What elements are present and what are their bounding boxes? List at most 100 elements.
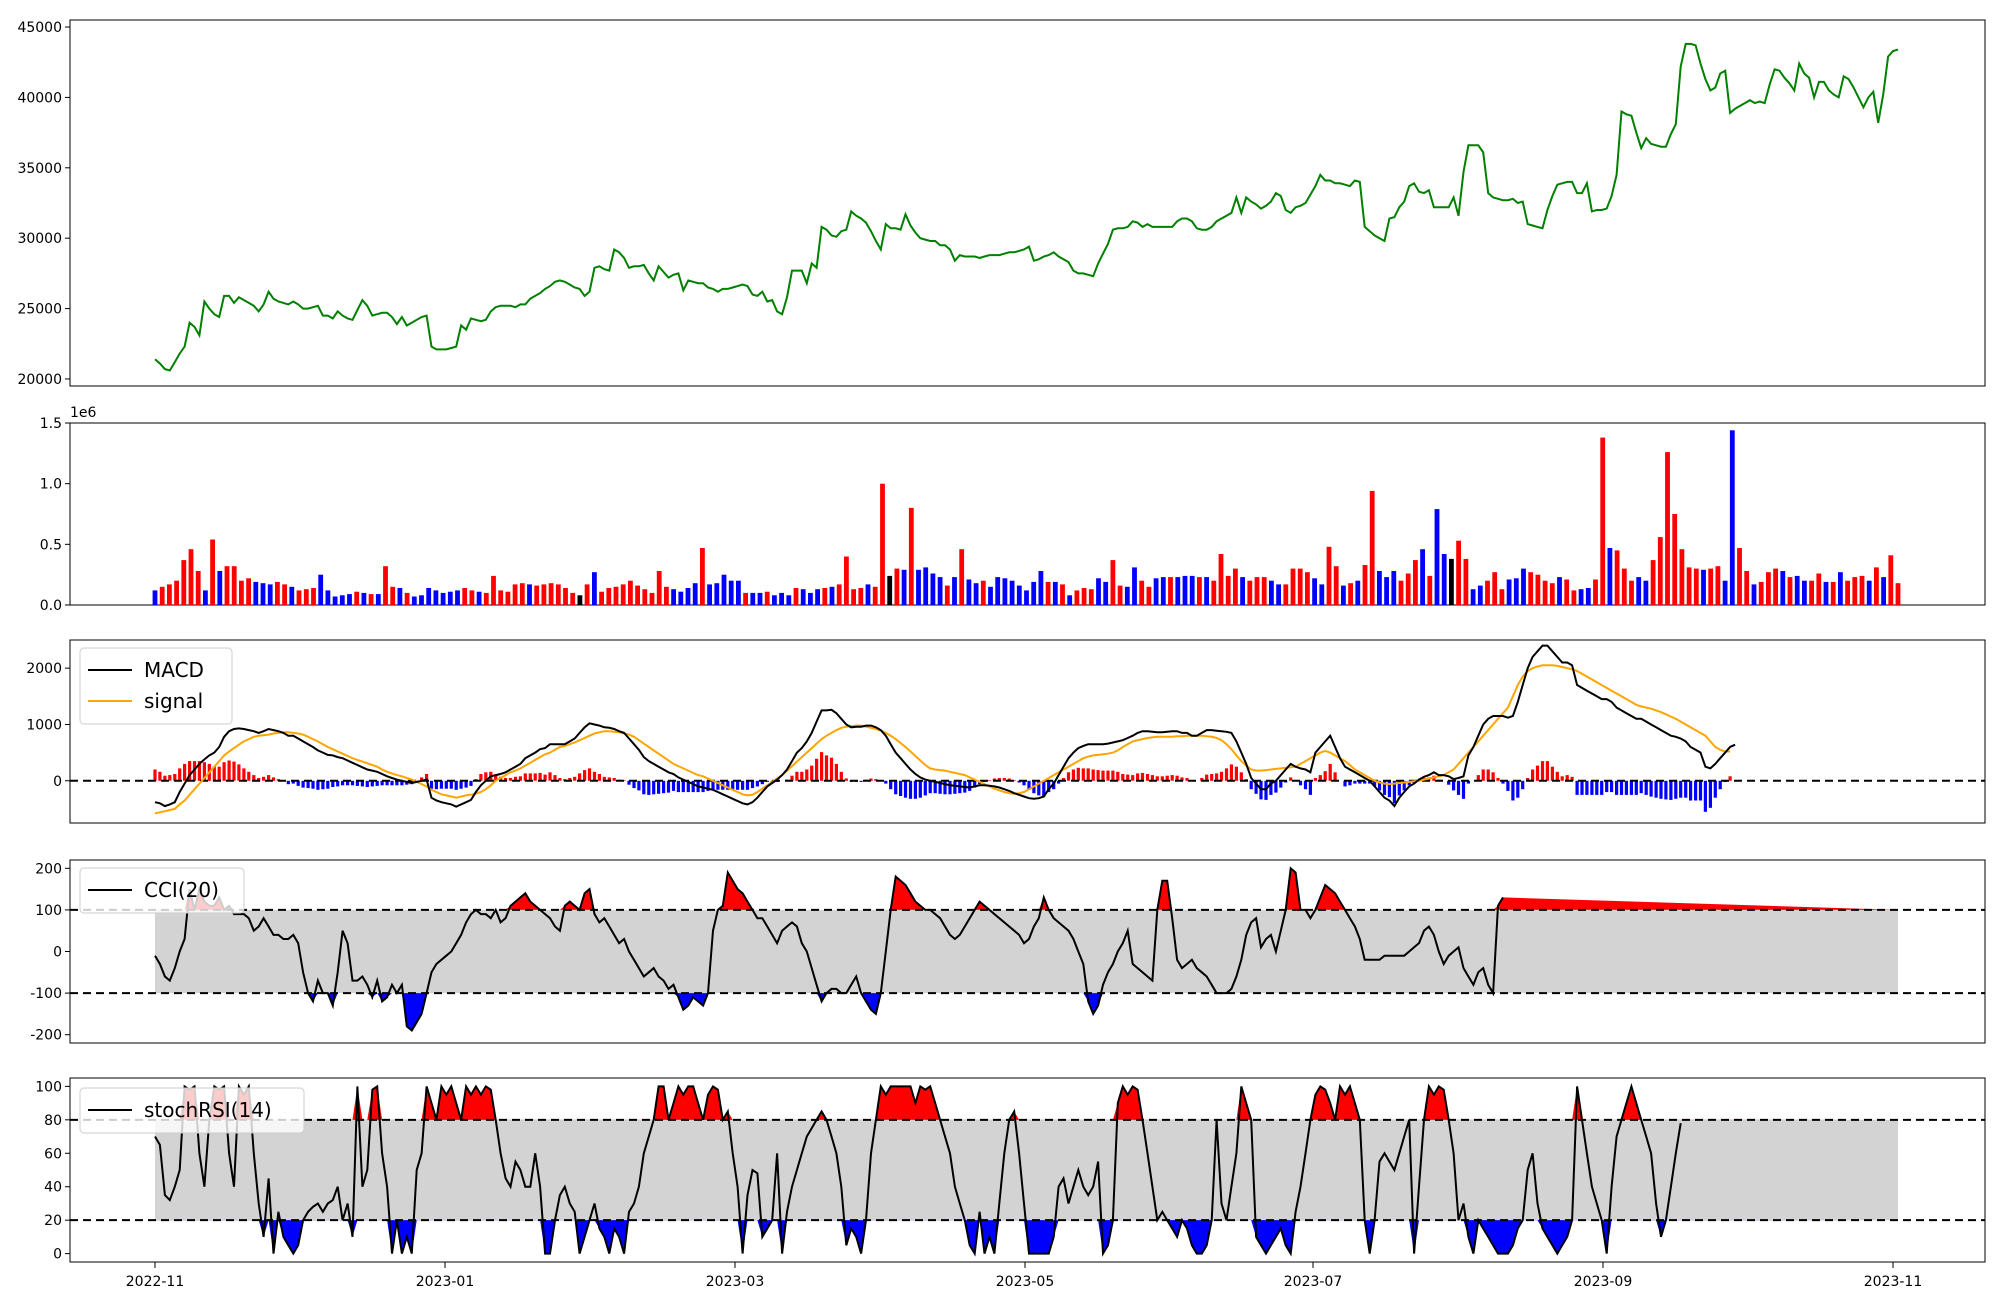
macd-histogram-bar xyxy=(1170,775,1174,781)
volume-bar xyxy=(1614,550,1620,605)
macd-histogram-bar xyxy=(691,780,695,793)
macd-histogram-bar xyxy=(271,777,276,781)
volume-bar xyxy=(347,594,352,605)
volume-bar xyxy=(908,507,914,605)
macd-histogram-bar xyxy=(494,775,498,781)
macd-histogram-bar xyxy=(968,780,972,791)
macd-histogram-bar xyxy=(943,780,947,795)
volume-bar xyxy=(1866,580,1872,605)
macd-histogram-bar xyxy=(183,763,187,781)
macd-histogram-bar xyxy=(291,780,295,784)
volume-bar xyxy=(1636,577,1642,605)
macd-histogram-bar xyxy=(508,778,513,781)
volume-bar xyxy=(1744,571,1750,605)
macd-histogram-bar xyxy=(671,780,676,791)
macd-histogram-bar xyxy=(1659,780,1663,799)
volume-bar xyxy=(1557,577,1562,605)
volume-bar xyxy=(1766,572,1771,605)
volume-bar xyxy=(1002,578,1008,605)
volume-bar xyxy=(1593,579,1598,605)
legend-label: stochRSI(14) xyxy=(144,1098,272,1122)
macd-histogram-bar xyxy=(1224,768,1229,781)
volume-bar xyxy=(1060,584,1065,605)
macd-histogram-bar xyxy=(1728,776,1732,781)
volume-bar xyxy=(1233,568,1238,605)
volume-bar xyxy=(714,583,720,605)
macd-histogram-bar xyxy=(706,780,710,791)
volume-bar xyxy=(1405,573,1411,605)
macd-histogram-bar xyxy=(1545,761,1549,781)
volume-bar xyxy=(217,571,223,605)
volume-bar xyxy=(700,548,705,605)
macd-histogram-bar xyxy=(795,771,799,781)
volume-bar xyxy=(1737,548,1742,605)
macd-histogram-bar xyxy=(1392,780,1396,804)
signal-line xyxy=(154,664,1731,815)
macd-histogram-bar xyxy=(908,780,913,799)
macd-histogram-bar xyxy=(736,780,740,790)
macd-histogram-bar xyxy=(267,775,271,781)
y-tick-label: 1000 xyxy=(26,717,62,733)
macd-histogram-bar xyxy=(1165,775,1169,781)
volume-bar xyxy=(476,591,482,605)
macd-histogram-bar xyxy=(1496,778,1500,781)
macd-histogram-bar xyxy=(484,772,488,781)
macd-histogram-bar xyxy=(212,766,216,781)
volume-bar xyxy=(1297,568,1303,605)
legend-label: CCI(20) xyxy=(144,878,219,902)
macd-histogram-bar xyxy=(701,780,705,793)
y-tick-label: 0 xyxy=(53,945,62,961)
macd-histogram-bar xyxy=(741,780,745,790)
macd-histogram-bar xyxy=(311,780,315,789)
volume-bar xyxy=(721,574,727,605)
y-tick-label: 30000 xyxy=(17,231,62,247)
volume-bar xyxy=(491,575,496,605)
macd-histogram-bar xyxy=(1249,780,1253,790)
y-tick-label: 1.0 xyxy=(40,477,62,493)
macd-histogram-bar xyxy=(973,780,977,788)
macd-histogram-bar xyxy=(286,780,290,785)
macd-histogram-bar xyxy=(1615,780,1619,795)
macd-histogram-bar xyxy=(538,772,542,781)
volume-bar xyxy=(1679,549,1685,605)
macd-histogram-bar xyxy=(686,780,690,793)
macd-histogram-bar xyxy=(1481,769,1485,781)
macd-histogram-bar xyxy=(1071,769,1075,781)
volume-bar xyxy=(1153,578,1159,605)
macd-histogram-bar xyxy=(321,780,325,790)
macd-histogram-bar xyxy=(528,773,532,781)
x-tick-label: 2023-07 xyxy=(1284,1274,1343,1290)
y-tick-label: 100 xyxy=(35,1079,62,1095)
macd-histogram-bar xyxy=(1358,780,1362,784)
macd-histogram-bar xyxy=(903,780,908,798)
volume-bar xyxy=(1139,580,1145,605)
macd-histogram-bar xyxy=(844,778,848,781)
macd-histogram-bar xyxy=(365,780,369,787)
macd-histogram-bar xyxy=(1313,778,1317,781)
volume-bar xyxy=(1038,571,1044,605)
volume-bar xyxy=(1621,568,1627,605)
macd-histogram-bar xyxy=(1476,775,1480,781)
y-tick-label: 80 xyxy=(44,1113,62,1129)
volume-bar xyxy=(793,588,799,605)
macd-histogram-bar xyxy=(360,780,364,787)
volume-bar xyxy=(1254,577,1260,605)
volume-bar xyxy=(613,586,619,605)
x-tick-label: 2023-11 xyxy=(1864,1274,1923,1290)
macd-histogram-bar xyxy=(820,752,824,781)
macd-histogram-bar xyxy=(350,780,355,786)
macd-histogram-bar xyxy=(1353,780,1357,784)
macd-histogram-bar xyxy=(1126,774,1130,781)
macd-histogram-bar xyxy=(800,771,804,781)
volume-bar xyxy=(851,589,856,605)
macd-histogram-bar xyxy=(1664,780,1668,800)
macd-histogram-bar xyxy=(454,780,458,790)
x-tick-label: 2023-01 xyxy=(416,1274,475,1290)
volume-bar xyxy=(988,586,993,605)
volume-bar xyxy=(1096,578,1101,605)
volume-bar xyxy=(836,584,842,605)
macd-histogram-bar xyxy=(869,778,873,781)
macd-histogram-bar xyxy=(1303,780,1308,790)
